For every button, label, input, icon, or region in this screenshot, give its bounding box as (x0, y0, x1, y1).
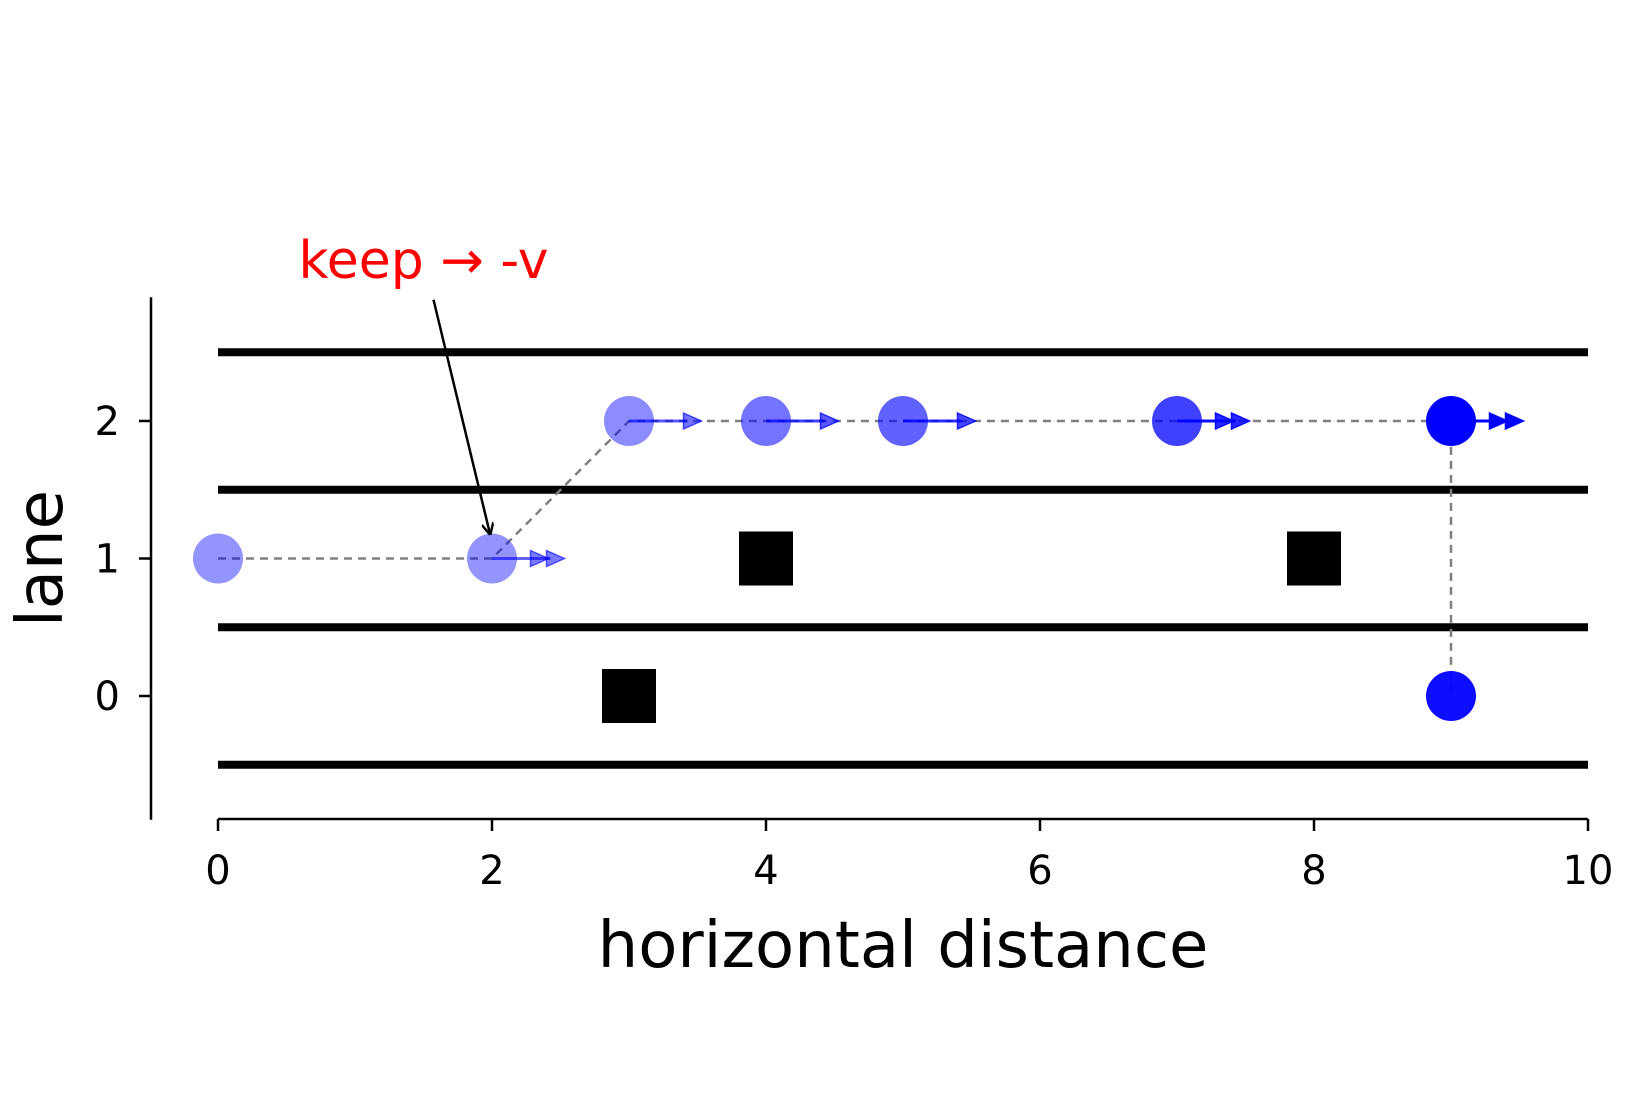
velocity-arrowhead-3-0 (819, 411, 841, 431)
velocity-arrowhead-1-1 (529, 549, 551, 568)
x-axis-title: horizontal distance (598, 909, 1209, 983)
velocity-arrowhead-5-1 (1214, 411, 1236, 431)
annotation-arrow-0 (432, 299, 491, 534)
x-tick-label-8: 8 (1301, 848, 1326, 894)
x-tick-label-10: 10 (1563, 848, 1614, 894)
trajectory-point-0 (193, 533, 243, 584)
annotations: keep → -v (298, 231, 549, 534)
trajectory-points (193, 396, 1526, 721)
velocity-arrow-6 (1451, 411, 1526, 431)
obstacle-2 (1287, 531, 1341, 586)
annotation-text-0: keep → -v (298, 231, 548, 291)
trajectory-point-7 (1426, 671, 1476, 721)
y-axis-title: lane (4, 490, 78, 627)
trajectory-line (218, 419, 1453, 696)
velocity-arrowhead-4-0 (956, 411, 978, 431)
x-tick-label-4: 4 (753, 848, 778, 894)
y-tick-label-0: 0 (95, 674, 120, 720)
y-tick-label-2: 2 (95, 399, 120, 445)
velocity-arrowhead-6-1 (1488, 411, 1510, 431)
axes: 0 2 4 6 8 10 0 1 2 horizontal distance lane (4, 297, 1613, 983)
x-tick-label-6: 6 (1027, 848, 1052, 894)
x-tick-label-2: 2 (479, 848, 504, 894)
x-tick-label-0: 0 (205, 848, 230, 894)
obstacle-1 (739, 531, 793, 586)
velocity-arrow-1 (492, 549, 567, 568)
y-tick-label-1: 1 (95, 537, 120, 583)
obstacles (602, 531, 1341, 723)
trajectory-path (218, 419, 1453, 696)
velocity-arrow-3 (766, 411, 841, 431)
velocity-arrow-4 (903, 411, 978, 431)
annotation-0: keep → -v (298, 231, 549, 534)
obstacle-0 (602, 669, 656, 723)
velocity-arrowhead-2-0 (682, 411, 704, 431)
velocity-arrow-2 (629, 411, 704, 431)
velocity-arrow-5 (1177, 411, 1252, 431)
